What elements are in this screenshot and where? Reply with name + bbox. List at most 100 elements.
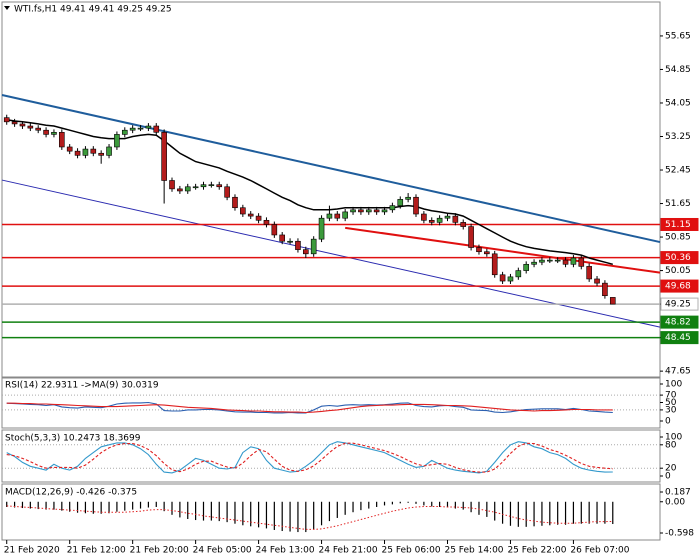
x-tick-label: 25 Feb 14:00 bbox=[444, 546, 503, 556]
price-level-label: 50.36 bbox=[665, 253, 691, 263]
candle-body bbox=[51, 132, 57, 135]
macd-bar bbox=[494, 501, 496, 521]
macd-bar bbox=[61, 501, 63, 511]
macd-bar bbox=[69, 501, 71, 512]
macd-bar bbox=[108, 501, 110, 514]
y-tick-label: 52.45 bbox=[665, 166, 691, 176]
macd-bar bbox=[84, 501, 87, 514]
candle-body bbox=[255, 215, 262, 221]
x-tick-label: 26 Feb 07:00 bbox=[570, 546, 629, 556]
candle-body bbox=[129, 127, 136, 131]
macd-bar bbox=[187, 501, 189, 520]
candle-body bbox=[389, 205, 396, 211]
candle-body bbox=[247, 213, 254, 217]
trend-line bbox=[1, 179, 661, 328]
y-tick-label: -0.598 bbox=[665, 529, 694, 539]
candle-body bbox=[365, 209, 372, 213]
candle-body bbox=[444, 215, 451, 219]
macd-bar bbox=[352, 501, 354, 513]
macd-bar bbox=[588, 501, 590, 524]
candle-body bbox=[310, 238, 317, 255]
price-level-label: 48.82 bbox=[665, 318, 691, 328]
macd-bar bbox=[195, 501, 197, 521]
stoch-panel-frame bbox=[1, 429, 661, 483]
candle-body bbox=[271, 224, 278, 236]
y-tick-label: 0.187 bbox=[665, 488, 691, 498]
y-tick-label: 53.25 bbox=[665, 132, 691, 142]
panel-title: WTI.fs,H1 49.41 49.41 49.25 49.25 bbox=[14, 5, 172, 15]
y-tick-label: 70 bbox=[665, 391, 677, 401]
x-tick-label: 21 Feb 12:00 bbox=[67, 546, 126, 556]
candle-body bbox=[318, 217, 325, 240]
macd-bar bbox=[139, 501, 142, 509]
candle-body bbox=[208, 184, 215, 186]
price-level-label: 49.68 bbox=[665, 282, 691, 292]
y-tick-label: 50.85 bbox=[665, 233, 691, 243]
macd-bar bbox=[92, 501, 94, 514]
candle-body bbox=[169, 180, 175, 190]
candle-body bbox=[350, 209, 356, 213]
macd-bar bbox=[124, 501, 126, 511]
macd-bar bbox=[517, 501, 519, 527]
candle-body bbox=[279, 234, 286, 242]
candle-body bbox=[468, 226, 474, 248]
macd-bar bbox=[116, 501, 118, 512]
macd-bar bbox=[509, 501, 512, 526]
price-level-box bbox=[660, 251, 699, 265]
y-tick-label: 0 bbox=[665, 472, 671, 482]
y-tick-label: 0 bbox=[665, 417, 671, 427]
macd-bar bbox=[13, 501, 16, 508]
macd-bar bbox=[250, 501, 252, 527]
macd-bar bbox=[100, 501, 102, 514]
candle-body bbox=[121, 129, 128, 135]
macd-bar bbox=[446, 501, 449, 508]
macd-bar bbox=[273, 501, 275, 530]
candle-body bbox=[11, 121, 18, 125]
candle-body bbox=[373, 209, 380, 213]
candle-body bbox=[43, 129, 49, 135]
macd-bar bbox=[328, 501, 331, 522]
candle-body bbox=[507, 276, 514, 282]
macd-bar bbox=[202, 501, 205, 521]
macd-bar bbox=[604, 501, 606, 524]
candle-body bbox=[19, 123, 26, 127]
x-tick-label: 24 Feb 05:00 bbox=[193, 546, 252, 556]
candle-body bbox=[554, 259, 561, 262]
macd-bar bbox=[163, 501, 165, 512]
candle-body bbox=[539, 259, 545, 263]
candle-body bbox=[90, 148, 97, 154]
candle-body bbox=[27, 125, 34, 129]
candle-body bbox=[381, 209, 388, 213]
candle-body bbox=[609, 297, 616, 305]
trend-line bbox=[345, 226, 661, 274]
price-level-box bbox=[660, 315, 699, 329]
candle-body bbox=[602, 282, 608, 297]
y-tick-label: 100 bbox=[665, 433, 682, 443]
macd-bar bbox=[439, 501, 441, 507]
macd-bar bbox=[179, 501, 181, 518]
macd-bar bbox=[76, 501, 79, 513]
y-tick-label: 100 bbox=[665, 380, 682, 390]
price-level-label: 49.25 bbox=[665, 300, 691, 310]
macd-bar bbox=[289, 501, 291, 532]
price-level-label: 51.15 bbox=[665, 220, 691, 230]
candle-body bbox=[287, 240, 293, 243]
candle-body bbox=[137, 127, 144, 130]
candle-body bbox=[192, 186, 199, 189]
candle-body bbox=[145, 125, 152, 129]
macd-bar bbox=[21, 501, 24, 509]
macd-bar bbox=[344, 501, 346, 515]
candle-body bbox=[484, 251, 490, 255]
candle-body bbox=[594, 278, 600, 284]
menu-arrow[interactable] bbox=[4, 6, 10, 10]
candle-body bbox=[106, 146, 112, 156]
candle-body bbox=[491, 253, 498, 276]
candle-body bbox=[59, 132, 65, 148]
y-tick-label: 51.65 bbox=[665, 199, 691, 209]
macd-panel-frame bbox=[1, 483, 661, 541]
macd-bar bbox=[533, 501, 535, 527]
y-tick-label: 50 bbox=[665, 398, 677, 408]
candle-body bbox=[428, 219, 435, 223]
candle-body bbox=[295, 240, 301, 250]
